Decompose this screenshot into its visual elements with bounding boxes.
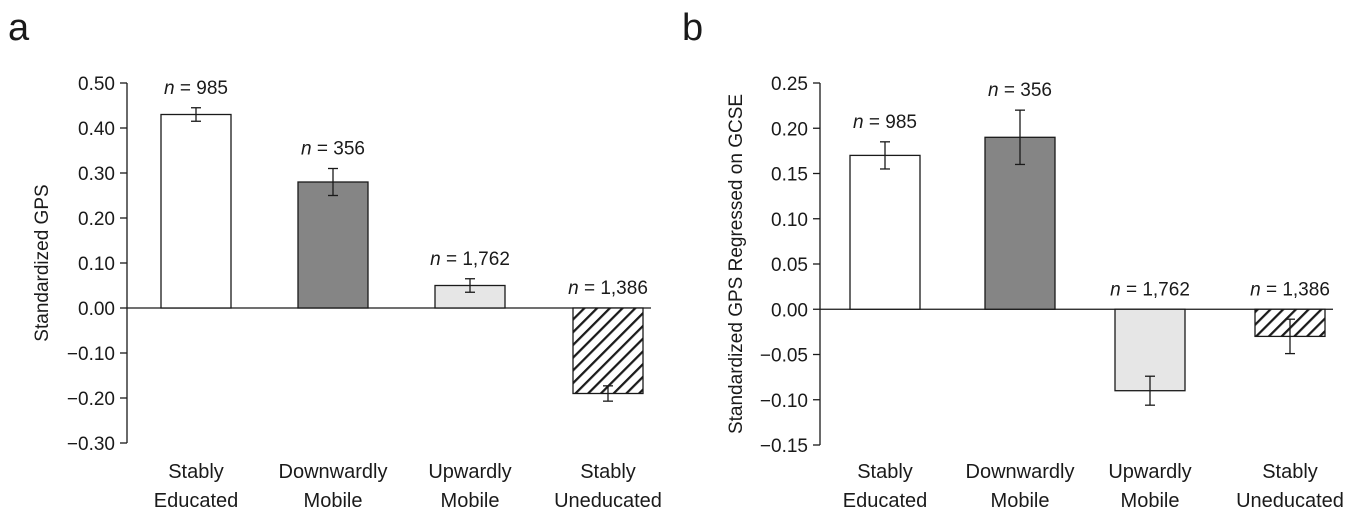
category-label: Educated [843,490,928,512]
y-tick-label: −0.15 [760,436,808,457]
y-tick-label: 0.20 [771,119,808,140]
sample-size-label: n = 1,762 [1110,279,1190,300]
sample-size-label: n = 985 [853,112,917,133]
category-label: Stably [168,461,224,483]
category-label: Stably [580,461,636,483]
chart-panel-a: 0.50 0.40 0.30 0.20 0.10 0.00 −0.10 −0.20 −0.30 S… [32,74,662,512]
y-tick-label: −0.10 [760,391,808,412]
bar [849,154,921,310]
category-label: Mobile [991,490,1050,512]
y-tick-label: 0.10 [771,210,808,231]
category-label: Upwardly [1108,461,1191,483]
category-label: Upwardly [428,461,511,483]
y-tick-label: 0.25 [771,74,808,95]
panel-label-b: b [682,7,703,49]
category-label: Mobile [304,490,363,512]
sample-size-label: n = 356 [988,80,1052,101]
y-tick-label: −0.30 [67,434,115,455]
y-tick-label: 0.05 [771,255,808,276]
category-label: Stably [1262,461,1318,483]
y-tick-label: −0.05 [760,346,808,367]
y-tick-label: 0.30 [78,164,115,185]
bar [160,113,232,309]
y-axis-title: Standardized GPS [32,184,53,341]
sample-size-label: n = 1,762 [430,249,510,270]
category-label: Uneducated [1236,490,1344,512]
category-label: Downwardly [966,461,1075,483]
category-label: Mobile [441,490,500,512]
y-axis-title: Standardized GPS Regressed on GCSE [726,94,747,434]
sample-size-label: n = 985 [164,78,228,99]
category-label: Mobile [1121,490,1180,512]
category-label: Educated [154,490,239,512]
y-tick-label: 0.00 [771,300,808,321]
panel-label-a: a [8,7,30,49]
bar [984,136,1056,310]
bar [297,181,369,309]
y-tick-label: 0.00 [78,299,115,320]
category-label: Stably [857,461,913,483]
y-tick-label: 0.15 [771,165,808,186]
y-tick-label: −0.10 [67,344,115,365]
category-label: Downwardly [279,461,388,483]
sample-size-label: n = 1,386 [1250,279,1330,300]
bar [572,307,644,395]
sample-size-label: n = 1,386 [568,278,648,299]
y-tick-label: 0.40 [78,119,115,140]
sample-size-label: n = 356 [301,139,365,160]
y-tick-label: −0.20 [67,389,115,410]
y-tick-label: 0.20 [78,209,115,230]
chart-panel-b: 0.25 0.20 0.15 0.10 0.05 0.00 −0.05 −0.10 −0.15 S… [726,74,1344,512]
y-tick-label: 0.10 [78,254,115,275]
category-label: Uneducated [554,490,662,512]
y-tick-label: 0.50 [78,74,115,95]
